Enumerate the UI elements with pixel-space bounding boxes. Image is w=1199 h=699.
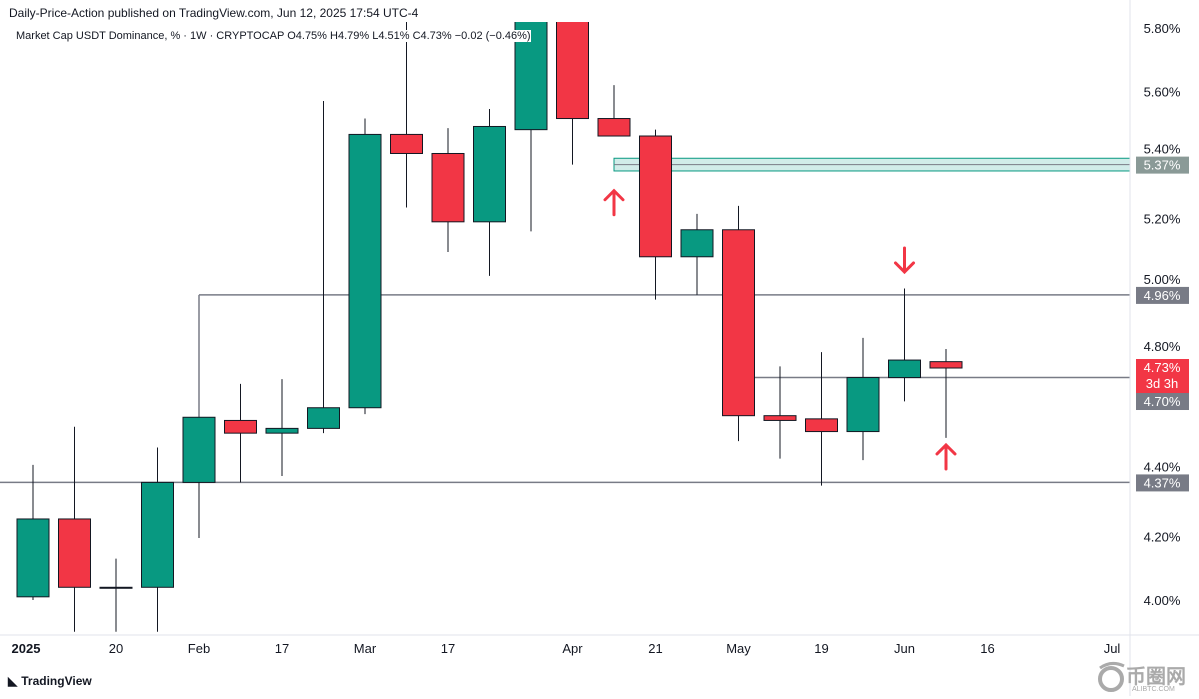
time-tick-label: 17 [275, 641, 289, 656]
candle [265, 379, 299, 477]
candle [431, 128, 465, 253]
candle [141, 447, 174, 632]
level-price-badge-text: 4.37% [1144, 475, 1181, 490]
candle-body [99, 586, 133, 589]
time-tick-label: Mar [354, 641, 377, 656]
tradingview-logo-icon: ◣ [8, 674, 18, 688]
plot-area [0, 22, 1130, 632]
tradingview-logo[interactable]: ◣ TradingView [8, 674, 92, 688]
price-tick-label: 5.20% [1144, 212, 1181, 227]
candle-body [680, 229, 714, 258]
time-tick-label: 21 [648, 641, 662, 656]
price-tick-label: 5.60% [1144, 85, 1181, 100]
zone-price-badge [1136, 156, 1189, 174]
candle [99, 558, 133, 632]
time-tick-label: 16 [980, 641, 994, 656]
candle-body [846, 377, 880, 433]
watermark: 币圈网 ALIBTC.COM [1096, 660, 1186, 699]
candle [473, 108, 506, 276]
level-price-badge [1136, 393, 1189, 411]
time-tick-label: 20 [109, 641, 123, 656]
level-price-badge-text: 4.70% [1144, 394, 1181, 409]
publish-info: Daily-Price-Action published on TradingV… [9, 6, 419, 20]
candle [888, 288, 921, 402]
candle [307, 101, 340, 434]
candle [390, 22, 423, 208]
arrow-up-icon [603, 188, 625, 217]
candle [224, 383, 257, 483]
candle-body [141, 481, 174, 588]
candle [16, 464, 50, 600]
candle [182, 416, 216, 539]
candle [722, 205, 755, 442]
time-tick-label: 2025 [12, 641, 41, 656]
time-tick-label: Apr [562, 641, 583, 656]
level-price-badge [1136, 286, 1189, 304]
candle [348, 118, 382, 415]
symbol-legend: Market Cap USDT Dominance, % · 1W · CRYP… [16, 30, 531, 42]
level-price-badge [1136, 474, 1189, 492]
time-tick-label: Feb [188, 641, 210, 656]
candle-body [805, 418, 838, 433]
last-price-text: 4.73% [1144, 360, 1181, 375]
candle [556, 22, 589, 165]
candle-body [348, 133, 382, 409]
candle-body [763, 415, 797, 421]
price-tick-label: 5.80% [1144, 21, 1181, 36]
candle-body [224, 419, 257, 434]
price-tick-label: 4.40% [1144, 459, 1181, 474]
candle-body [639, 135, 672, 258]
price-tick-label: 4.80% [1144, 339, 1181, 354]
time-tick-label: 19 [814, 641, 828, 656]
candle-body [888, 359, 921, 379]
candle [763, 366, 797, 459]
zone-price-badge-text: 5.37% [1144, 158, 1181, 173]
time-tick-label: Jun [894, 641, 915, 656]
candle-body [431, 152, 465, 223]
candle-body [16, 518, 50, 598]
candle [639, 129, 672, 300]
price-tick-label: 4.20% [1144, 529, 1181, 544]
candle-body [390, 133, 423, 154]
candle [597, 85, 631, 137]
time-tick-label: Jul [1104, 641, 1121, 656]
candle-body [597, 118, 631, 137]
candle-body [929, 361, 963, 369]
candle [929, 348, 963, 438]
bar-countdown-text: 3d 3h [1146, 376, 1179, 391]
candle [680, 213, 714, 295]
candle-body [182, 416, 216, 483]
time-tick-label: May [726, 641, 751, 656]
candle [805, 352, 838, 486]
candle-body [265, 427, 299, 434]
time-tick-label: 17 [441, 641, 455, 656]
arrow-up-icon [935, 442, 957, 471]
candle-body [58, 518, 91, 588]
price-tick-label: 5.40% [1144, 142, 1181, 157]
price-tick-label: 4.00% [1144, 593, 1181, 608]
candle [846, 337, 880, 461]
price-tick-label: 5.00% [1144, 272, 1181, 287]
candle-body [556, 22, 589, 120]
level-price-badge-text: 4.96% [1144, 288, 1181, 303]
candle [58, 426, 91, 632]
last-price-badge [1136, 359, 1189, 394]
arrow-down-icon [894, 246, 915, 275]
watermark-coin-icon [1098, 661, 1125, 692]
candle-body [722, 229, 755, 417]
candle-body [307, 407, 340, 429]
candle-body [473, 125, 506, 223]
candle-body [514, 22, 548, 131]
